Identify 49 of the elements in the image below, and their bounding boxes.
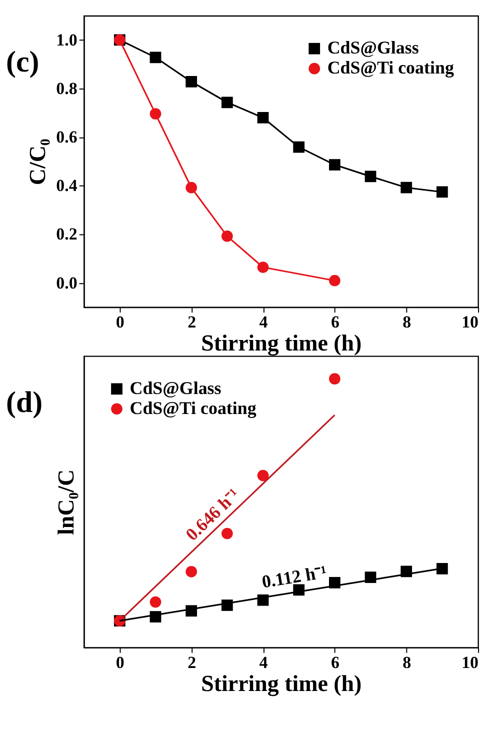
x-tick-label: 0 — [116, 652, 124, 672]
x-tick-label: 2 — [188, 652, 196, 672]
point — [364, 170, 376, 182]
x-tick-label: 10 — [462, 312, 479, 332]
y-tick-label: 1.0 — [56, 30, 78, 50]
legend-label: CdS@Ti coating — [130, 398, 256, 418]
point — [257, 262, 269, 273]
point — [150, 596, 162, 608]
point — [221, 96, 233, 108]
x-tick-label: 4 — [259, 652, 268, 672]
y-tick-label: 0.6 — [56, 128, 78, 147]
legend-label: CdS@Glass — [327, 38, 419, 58]
point — [257, 470, 269, 482]
x-tick-label: 8 — [402, 312, 412, 332]
y-axis-title: lnC₀/C — [53, 469, 78, 535]
point — [221, 230, 233, 242]
y-tick-label: 0.0 — [56, 273, 78, 292]
legend-label: CdS@Glass — [130, 378, 222, 398]
point — [150, 108, 162, 120]
y-tick-label: 0.2 — [56, 224, 78, 244]
y-tick-label: 0.4 — [56, 176, 78, 196]
x-tick-label: 10 — [462, 652, 479, 672]
text: (c) — [6, 46, 40, 79]
x-tick-label: 2 — [188, 312, 196, 332]
x-tick-label: 8 — [402, 652, 412, 672]
point — [186, 566, 198, 578]
point — [436, 563, 448, 574]
point — [293, 141, 305, 153]
x-axis-title: Stirring time (h) — [201, 330, 362, 356]
point — [400, 182, 412, 194]
x-tick-label: 0 — [116, 312, 124, 332]
point — [186, 76, 198, 88]
point — [221, 528, 233, 540]
x-axis-title: Stirring time (h) — [201, 670, 362, 697]
x-tick-label: 6 — [330, 312, 340, 332]
legend-label: CdS@Ti coating — [327, 58, 454, 78]
y-tick-label: 0.8 — [56, 79, 78, 98]
point — [186, 182, 198, 194]
point — [328, 373, 340, 384]
chart-title: (d) — [6, 386, 43, 419]
point — [328, 274, 340, 286]
point — [150, 52, 162, 64]
annotation: 0.112 h⁻¹ — [260, 562, 328, 592]
y-axis-title: C/C₀ — [25, 138, 50, 186]
point — [436, 186, 448, 198]
x-tick-label: 6 — [330, 652, 340, 672]
point — [328, 159, 340, 170]
x-tick-label: 4 — [259, 312, 268, 332]
point — [257, 112, 269, 124]
